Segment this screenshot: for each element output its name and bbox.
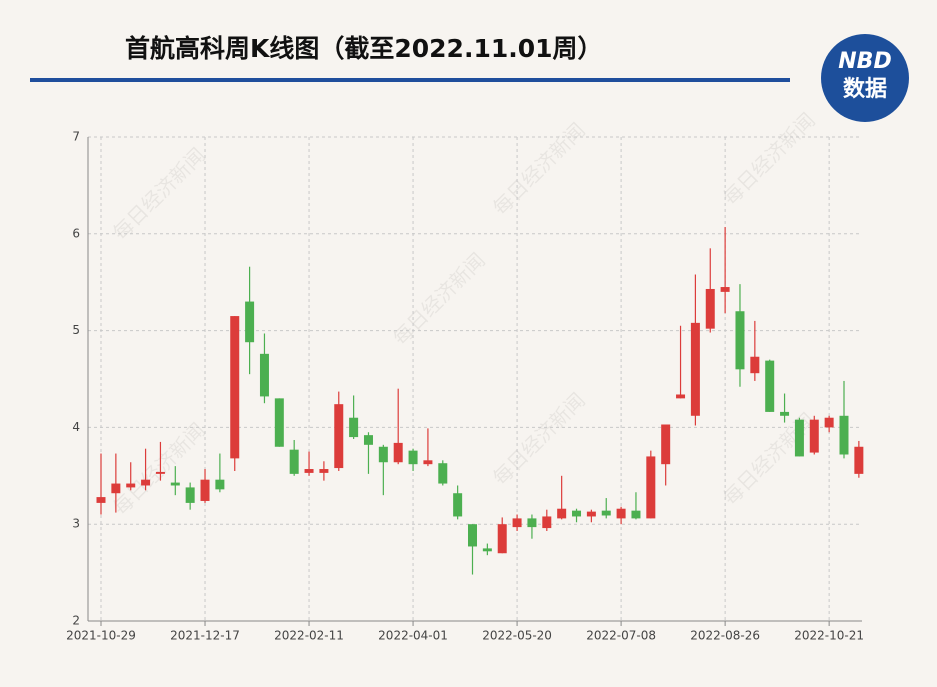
candle-body <box>468 524 477 547</box>
candle-body <box>720 287 730 292</box>
candle-body <box>631 510 641 519</box>
candle-body <box>482 548 492 552</box>
watermark: 每日经济新闻 <box>488 388 590 490</box>
candle-body <box>453 493 463 517</box>
candle-body <box>512 518 522 528</box>
title-underline <box>30 78 790 82</box>
candle-body <box>572 510 582 517</box>
candle-body <box>661 424 671 465</box>
candle-body <box>735 311 745 370</box>
candle-body <box>586 511 596 517</box>
candle-body <box>676 394 686 399</box>
candle-body <box>824 417 834 428</box>
y-tick-label: 3 <box>72 517 80 531</box>
candle-body <box>542 516 552 529</box>
candle-body <box>274 398 284 447</box>
candle-body <box>646 456 656 519</box>
candle-body <box>750 356 760 374</box>
candle-body <box>304 469 314 473</box>
candle-body <box>378 446 388 463</box>
candle-body <box>170 482 180 486</box>
x-tick-label: 2022-04-01 <box>378 629 448 643</box>
watermark: 每日经济新闻 <box>108 418 210 520</box>
watermark: 每日经济新闻 <box>488 118 590 220</box>
x-tick-label: 2021-10-29 <box>66 629 136 643</box>
candle-body <box>111 483 121 494</box>
candle-body <box>408 450 418 465</box>
candle-body <box>155 471 165 474</box>
watermark: 每日经济新闻 <box>718 408 820 510</box>
candle-body <box>289 449 299 474</box>
candle-body <box>601 510 611 516</box>
candle-body <box>349 417 359 438</box>
y-tick-label: 6 <box>72 226 80 240</box>
candle-body <box>527 518 537 528</box>
candle-body <box>438 463 448 484</box>
candle-body <box>854 446 864 474</box>
candle-body <box>616 508 626 519</box>
candle-body <box>185 487 195 503</box>
candle-body <box>126 483 136 488</box>
candle-body <box>96 497 106 503</box>
candle-body <box>557 508 567 519</box>
candle-body <box>230 316 240 459</box>
candle-body <box>259 353 269 397</box>
x-tick-label: 2022-08-26 <box>690 629 760 643</box>
x-tick-label: 2022-10-21 <box>794 629 864 643</box>
y-tick-label: 2 <box>72 614 80 628</box>
candle-body <box>393 442 403 463</box>
chart-title: 首航高科周K线图（截至2022.11.01周） <box>125 34 603 63</box>
candle-body <box>497 524 507 554</box>
candle-body <box>423 460 433 465</box>
logo-circle <box>821 34 909 122</box>
candle-body <box>765 360 775 412</box>
y-tick-label: 4 <box>72 420 80 434</box>
x-tick-label: 2022-05-20 <box>482 629 552 643</box>
candle-body <box>319 469 329 473</box>
candle-body <box>245 301 255 343</box>
x-tick-label: 2022-02-11 <box>274 629 344 643</box>
x-tick-label: 2021-12-17 <box>170 629 240 643</box>
x-tick-label: 2022-07-08 <box>586 629 656 643</box>
watermark: 每日经济新闻 <box>718 108 820 210</box>
candle-body <box>780 411 790 416</box>
y-tick-label: 7 <box>72 130 80 144</box>
candle-body <box>705 288 715 329</box>
candle-body <box>809 419 819 453</box>
logo-label: 数据 <box>843 76 887 102</box>
candle-body <box>200 479 210 501</box>
candle-body <box>839 415 849 455</box>
candle-body <box>690 322 700 416</box>
watermark: 每日经济新闻 <box>388 248 490 350</box>
candle-body <box>334 404 344 469</box>
candle-body <box>363 435 373 445</box>
candle-body <box>141 479 151 486</box>
candle-body <box>215 479 225 490</box>
watermark: 每日经济新闻 <box>108 143 210 245</box>
candle-body <box>794 419 804 457</box>
logo-brand: NBD <box>838 49 891 74</box>
y-tick-label: 5 <box>72 323 80 337</box>
